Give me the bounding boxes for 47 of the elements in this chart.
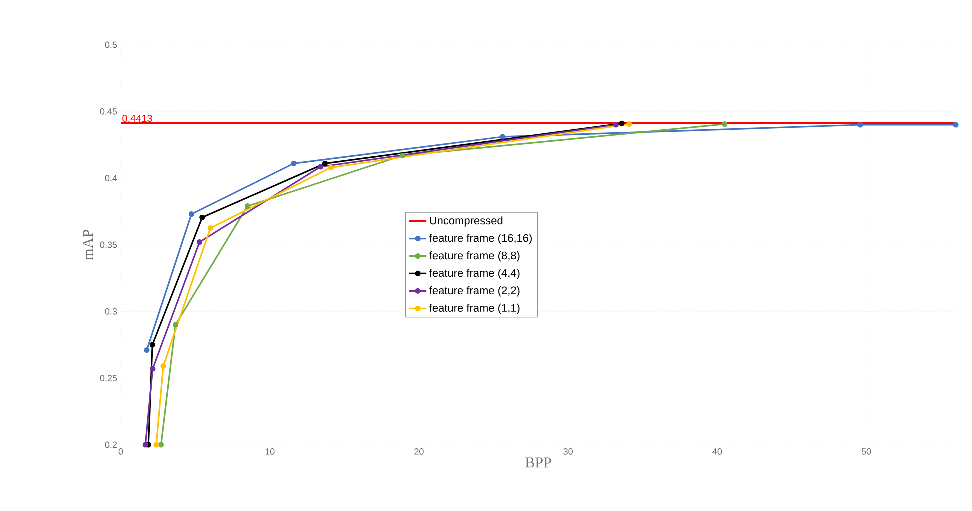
legend-label: feature frame (1,1) (430, 304, 520, 314)
point (196, 240, 203, 246)
x-tick-label: 0 (118, 448, 124, 455)
legend-label: feature frame (4,4) (430, 268, 520, 280)
point (619, 120, 625, 126)
point (150, 366, 156, 372)
x-tick-label: 40 (712, 448, 722, 455)
y-tick-label: 0.5 (105, 42, 118, 48)
point (722, 122, 728, 128)
point (318, 164, 324, 170)
x-tick-label: 10 (266, 448, 275, 455)
legend-label: feature frame (8,8) (430, 252, 520, 262)
x-tick-label: 20 (414, 448, 424, 455)
y-tick-label: 0.35 (100, 242, 118, 248)
y-tick-label: 0.4 (105, 175, 118, 182)
y-tick-label: 0.2 (105, 442, 118, 448)
point (172, 322, 179, 328)
point (188, 212, 194, 218)
point (858, 122, 864, 128)
point (144, 348, 150, 354)
point (400, 152, 406, 158)
y-tick-label: 0.45 (100, 108, 118, 115)
point (200, 214, 206, 220)
annotation: 0.4413 (122, 114, 152, 122)
point (291, 160, 297, 166)
legend-label: feature frame (16,16) (430, 234, 532, 244)
point (500, 134, 506, 140)
point (244, 204, 251, 210)
point (154, 442, 160, 448)
point (613, 122, 619, 128)
point (626, 122, 632, 128)
point (208, 226, 214, 232)
y-axis-title: mAP (83, 230, 94, 260)
x-tick-label: 50 (862, 448, 872, 455)
y-tick-label: 0.3 (105, 308, 118, 315)
point (160, 364, 166, 370)
point (158, 442, 164, 448)
legend-label: feature frame (2,2) (430, 286, 520, 297)
point (142, 442, 148, 448)
point (322, 160, 328, 166)
legend-label: Uncompressed (430, 216, 503, 227)
y-tick-label: 0.25 (100, 375, 118, 382)
point (328, 164, 334, 170)
point (953, 122, 959, 128)
point (150, 342, 156, 348)
x-axis-title: BPP (526, 458, 552, 468)
x-tick-label: 30 (564, 448, 573, 455)
